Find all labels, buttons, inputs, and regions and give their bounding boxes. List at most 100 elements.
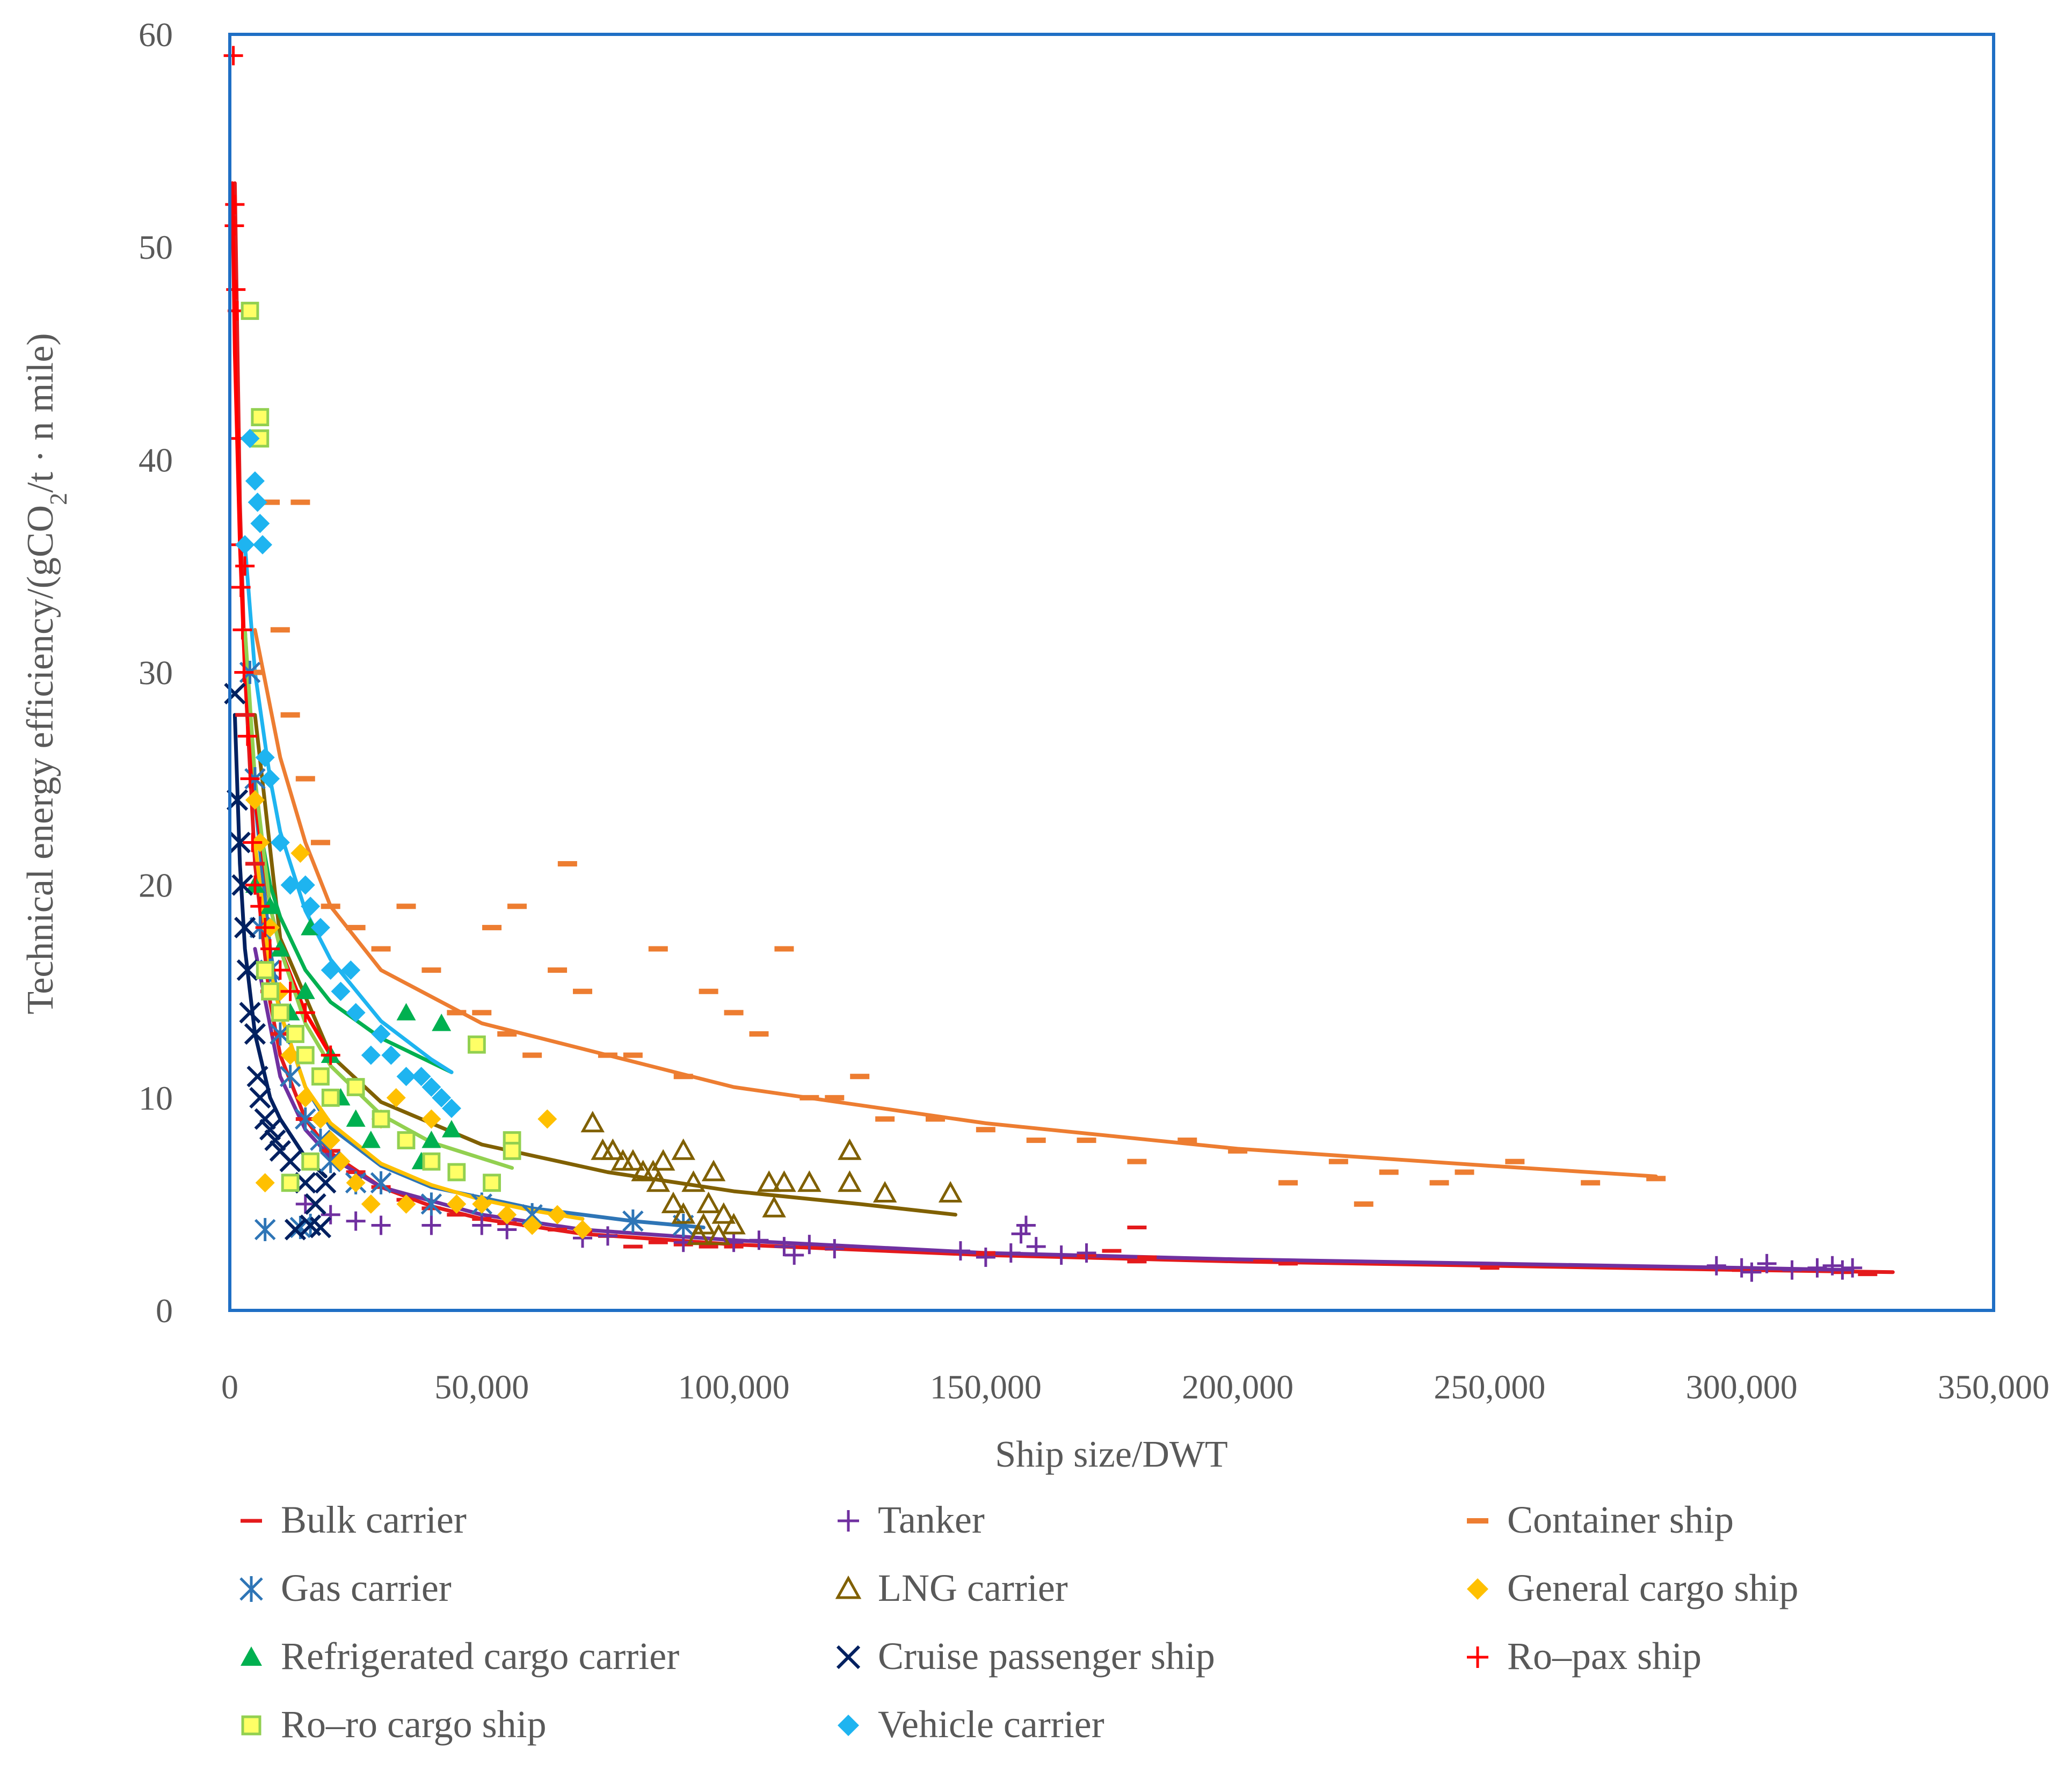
- bulk-carrier-fit-line: [232, 181, 1895, 1274]
- x-axis-title: Ship size/DWT: [995, 1434, 1228, 1475]
- tanker-point: [598, 1226, 617, 1246]
- legend: Bulk carrier Tanker Container ship Gas carr…: [239, 1498, 1798, 1746]
- lng-carrier-point: [661, 1191, 686, 1213]
- ro-pax-ship-point: [295, 1003, 315, 1023]
- ro-ro-cargo-ship-point: [241, 302, 259, 320]
- container-ship-point: [507, 903, 527, 909]
- refrigerated-cargo-carrier-point: [295, 981, 315, 1000]
- y-axis-title-prefix: Technical energy efficiency/(gCO: [20, 505, 61, 1015]
- y-axis-title-subscript: 2: [45, 493, 72, 505]
- container-ship-point: [310, 840, 330, 846]
- bulk-carrier-series: [235, 713, 1878, 1277]
- ro-pax-ship-series: [223, 46, 340, 1065]
- y-tick-label: 10: [139, 1079, 173, 1117]
- legend-label: Bulk carrier: [281, 1498, 467, 1541]
- container-ship-point: [295, 776, 315, 782]
- legend-marker-vehicle-carrier: [838, 1715, 859, 1736]
- legend-marker-container-ship: [1467, 1518, 1488, 1524]
- ro-ro-cargo-ship-point: [281, 1174, 300, 1192]
- cruise-passenger-ship-point: [254, 1108, 276, 1130]
- lng-carrier-point: [646, 1170, 671, 1192]
- ro-ro-cargo-ship-point: [503, 1141, 521, 1160]
- lng-carrier-point: [797, 1170, 821, 1192]
- container-ship-point: [1328, 1158, 1348, 1164]
- vehicle-carrier-point: [346, 1003, 366, 1023]
- ro-ro-cargo-ship-point: [422, 1152, 441, 1171]
- ro-ro-cargo-ship-point: [261, 982, 279, 1001]
- cruise-passenger-ship-point: [246, 1066, 268, 1088]
- ro-pax-ship-point: [231, 578, 251, 597]
- ro-pax-ship-point: [280, 981, 300, 1001]
- ro-ro-cargo-ship-point: [372, 1110, 390, 1128]
- container-ship-point: [799, 1095, 819, 1101]
- lng-carrier-series: [580, 1111, 963, 1245]
- container-ship-point: [447, 1010, 467, 1016]
- lng-carrier-point: [838, 1138, 862, 1160]
- tanker-point: [1833, 1260, 1852, 1280]
- cruise-passenger-ship-point: [284, 1219, 307, 1241]
- gas-carrier-point: [319, 1150, 341, 1174]
- x-axis-ticks: 0 50,000 100,000 150,000 200,000 250,000 300,0…: [221, 1368, 2049, 1406]
- container-ship-point: [396, 903, 416, 909]
- ro-pax-ship-point: [223, 46, 243, 65]
- tanker-point: [1822, 1256, 1842, 1276]
- container-ship-series: [245, 499, 1666, 1207]
- lng-carrier-point: [762, 1196, 786, 1218]
- y-tick-label: 0: [156, 1292, 173, 1330]
- general-cargo-ship-point: [321, 1131, 340, 1150]
- tanker-point: [1843, 1258, 1863, 1278]
- container-ship-point: [1505, 1158, 1525, 1164]
- general-cargo-ship-series: [245, 790, 592, 1240]
- container-ship-point: [482, 924, 502, 930]
- container-ship-point: [557, 861, 577, 867]
- tanker-point: [321, 1205, 340, 1225]
- x-tick-label: 350,000: [1938, 1368, 2049, 1406]
- lng-carrier-point: [707, 1223, 731, 1245]
- vehicle-carrier-point: [260, 769, 280, 789]
- legend-label: General cargo ship: [1507, 1566, 1798, 1609]
- legend-label: Ro–pax ship: [1507, 1635, 1702, 1678]
- vehicle-carrier-point: [280, 875, 300, 895]
- tanker-point: [1077, 1243, 1096, 1263]
- gas-carrier-point: [254, 1218, 276, 1242]
- tanker-point: [1757, 1253, 1777, 1273]
- general-cargo-ship-point: [295, 1088, 315, 1107]
- container-ship-point: [1429, 1180, 1449, 1186]
- vehicle-carrier-point: [250, 514, 270, 534]
- container-ship-point: [1581, 1180, 1601, 1186]
- ro-ro-cargo-ship-point: [311, 1067, 330, 1086]
- tanker-point: [421, 1215, 441, 1235]
- lng-carrier-point: [681, 1170, 706, 1192]
- container-ship-point: [1228, 1148, 1248, 1154]
- vehicle-carrier-point: [295, 875, 315, 895]
- vehicle-carrier-point: [331, 981, 351, 1001]
- general-cargo-ship-point: [245, 790, 265, 810]
- general-cargo-ship-point: [255, 1173, 275, 1193]
- cruise-passenger-ship-fit-line: [232, 713, 328, 1178]
- container-ship-point: [260, 499, 280, 505]
- vehicle-carrier-point: [321, 960, 340, 980]
- legend-marker-general-cargo-ship: [1467, 1578, 1488, 1600]
- container-ship-point: [371, 946, 391, 952]
- y-axis-ticks: 0 10 20 30 40 50 60: [139, 16, 173, 1330]
- general-cargo-ship-point: [537, 1109, 557, 1129]
- lng-carrier-point: [838, 1170, 862, 1192]
- container-ship-point: [497, 1031, 517, 1037]
- ro-ro-cargo-ship-point: [286, 1025, 304, 1043]
- lng-carrier-point: [938, 1180, 963, 1203]
- gas-carrier-point: [295, 1107, 316, 1131]
- y-axis-title: Technical energy efficiency/(gCO2/t · n …: [20, 333, 72, 1014]
- vehicle-carrier-point: [381, 1045, 401, 1065]
- cruise-passenger-ship-point: [224, 682, 246, 705]
- container-ship-point: [825, 1095, 845, 1101]
- general-cargo-ship-point: [447, 1194, 467, 1214]
- tanker-point: [346, 1211, 366, 1231]
- legend-label: Refrigerated cargo carrier: [281, 1635, 679, 1678]
- legend-label: Gas carrier: [281, 1566, 452, 1609]
- container-ship-point: [699, 988, 718, 994]
- ro-ro-cargo-ship-point: [271, 1003, 289, 1022]
- refrigerated-cargo-carrier-point: [441, 1120, 461, 1138]
- legend-item-lng-carrier: LNG carrier: [835, 1566, 1068, 1609]
- legend-label: Tanker: [878, 1498, 985, 1541]
